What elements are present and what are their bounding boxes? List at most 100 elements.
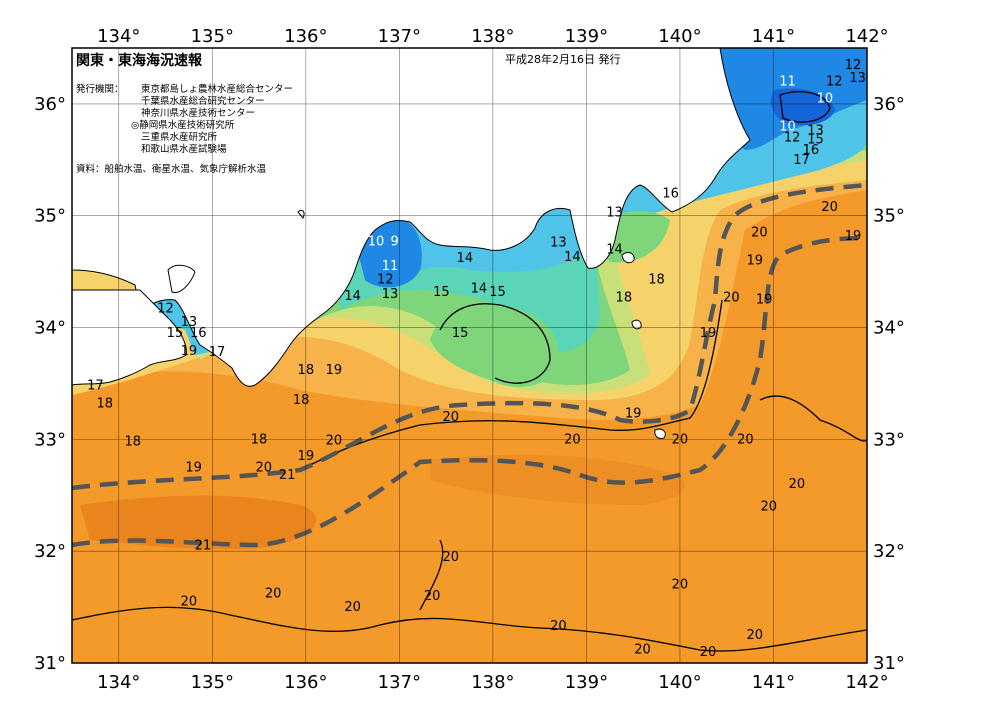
isotherm-label-text: 19 [746,253,763,268]
isotherm-label: 20 [424,589,441,604]
longitude-tick-label: 138° [471,26,514,47]
isotherm-label-text: 18 [293,393,310,408]
isotherm-label-text: 21 [279,468,296,483]
isotherm-label-text: 20 [700,645,717,660]
isotherm-label: 10 [368,234,385,249]
isotherm-label-text: 20 [789,477,806,492]
isotherm-label: 20 [564,432,581,447]
isotherm-label: 19 [326,363,343,378]
isotherm-label-text: 20 [443,550,460,565]
isotherm-label-text: 20 [746,628,763,643]
latitude-tick-label: 31° [873,653,905,674]
latitude-tick-label: 36° [34,94,66,115]
isotherm-label-text: 18 [648,272,665,287]
isotherm-label: 20 [443,550,460,565]
longitude-tick-label: 139° [565,672,608,693]
isotherm-label-text: 19 [756,293,773,308]
isotherm-label: 12 [845,58,862,73]
isotherm-label-text: 12 [826,75,843,90]
shikoku-land [72,289,187,386]
isotherm-label: 18 [616,290,633,305]
isotherm-label: 17 [87,379,104,394]
kuroshio-north-edge [72,182,867,491]
isotherm-label: 20 [255,460,272,475]
latitude-tick-label: 32° [873,541,905,562]
longitude-tick-label: 137° [378,672,421,693]
warm-core-east [430,454,685,505]
issuer-item: ◎静岡県水産技術研究所 [131,119,235,131]
isotherm-label-text: 20 [634,643,651,658]
isotherm-label-text: 17 [793,153,810,168]
isotherm-20-north [299,299,723,471]
longitude-labels-bottom: 134° 135° 136° 137° 138° 139° 140° 141° 142° [97,672,889,693]
isotherm-label-text: 18 [298,363,315,378]
isotherm-label-text: 9 [391,234,399,249]
kanto-deep-blue-region [770,88,835,126]
lat-lon-grid [72,48,867,663]
warmer-core-region [80,495,317,550]
isotherm-label: 15 [433,285,450,300]
isotherm-label-text: 10 [779,119,796,134]
isotherm-label: 18 [96,397,113,412]
isotherm-label-text: 18 [96,397,113,412]
isotherm-label-text: 13 [550,236,567,251]
isotherm-label-text: 14 [606,242,623,257]
latitude-tick-label: 32° [34,541,66,562]
isotherm-label-text: 20 [737,432,754,447]
isotherm-label-text: 14 [457,251,474,266]
longitude-tick-label: 134° [97,26,140,47]
isotherm-label: 20 [821,200,838,215]
issuer-item: 三重県水産研究所 [141,131,218,143]
latitude-tick-label: 35° [34,206,66,227]
map-title: 関東・東海海況速報 [76,52,203,69]
isotherm-label-text: 20 [821,200,838,215]
latitude-tick-label: 33° [873,429,905,450]
isotherm-label-text: 11 [779,75,796,90]
isotherm-label-text: 20 [550,619,567,634]
isotherm-label: 14 [471,281,488,296]
latitude-tick-label: 34° [873,318,905,339]
isotherm-label: 20 [265,587,282,602]
isotherm-label: 18 [298,363,315,378]
longitude-labels-top: 134° 135° 136° 137° 138° 139° 140° 141° 142° [97,26,889,47]
longitude-tick-label: 136° [284,672,327,693]
longitude-tick-label: 137° [378,26,421,47]
isotherm-label: 18 [251,432,268,447]
isotherm-label-text: 15 [167,326,184,341]
isotherm-label-text: 10 [817,91,834,106]
issuer-item: 東京都島しょ農林水産総合センター [141,83,293,95]
latitude-labels-left: 36° 35° 34° 33° 32° 31° [34,94,66,674]
isotherm-label-text: 18 [616,290,633,305]
isotherm-label: 20 [789,477,806,492]
longitude-tick-label: 140° [658,26,701,47]
honshu-land [72,48,751,387]
longitude-tick-label: 142° [845,672,888,693]
isotherm-label-text: 20 [181,595,198,610]
data-source: 資料：船舶水温、衛星水温、気象庁解析水温 [76,163,267,175]
small-island [297,209,305,219]
isotherm-label-text: 20 [723,290,740,305]
isotherm-label-text: 15 [807,133,824,148]
isotherm-label: 20 [634,643,651,658]
isotherm-label: 19 [298,449,315,464]
latitude-tick-label: 36° [873,94,905,115]
temperature-field [72,48,867,663]
isotherm-label-text: 10 [368,234,385,249]
issue-date: 平成28年2月16日 発行 [505,52,621,66]
isotherm-label-text: 19 [185,460,202,475]
hachijo-island [654,428,666,439]
isotherm-label-text: 20 [326,433,343,448]
longitude-tick-label: 141° [752,672,795,693]
isotherm-label: 11 [779,75,796,90]
longitude-tick-label: 138° [471,672,514,693]
isotherm-label-text: 12 [784,130,801,145]
isotherm-label-text: 19 [625,407,642,422]
isotherm-label-text: 20 [424,589,441,604]
izu-oshima-island [621,252,635,264]
longitude-tick-label: 140° [658,672,701,693]
isotherm-label-text: 17 [209,345,226,360]
isotherm-label-text: 16 [662,186,679,201]
isotherm-label: 12 [826,75,843,90]
isotherm-label-text: 19 [326,363,343,378]
